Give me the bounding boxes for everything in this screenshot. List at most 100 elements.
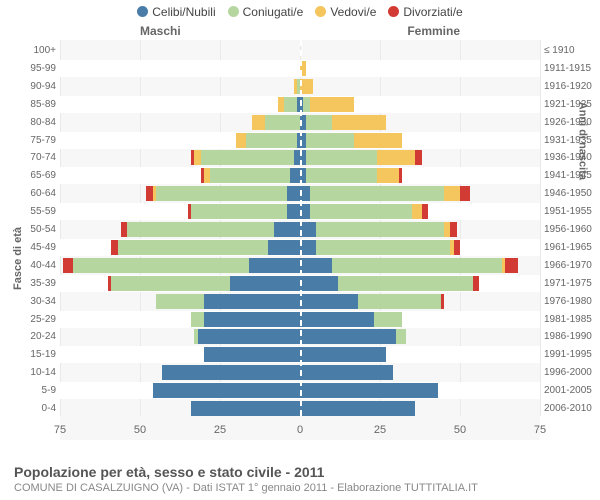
plot-area bbox=[60, 40, 540, 440]
male-bar bbox=[236, 133, 300, 148]
legend-swatch bbox=[228, 6, 239, 17]
bar-segment bbox=[210, 168, 290, 183]
population-pyramid-chart: Celibi/Nubili Coniugati/e Vedovi/e Divorzia… bbox=[0, 0, 600, 500]
age-label: 75-79 bbox=[16, 132, 56, 149]
female-bar bbox=[300, 222, 457, 237]
male-bar bbox=[278, 97, 300, 112]
female-bar bbox=[300, 276, 479, 291]
birth-year-label: 1926-1930 bbox=[544, 114, 592, 131]
x-tick-label: 0 bbox=[297, 424, 303, 436]
age-label: 20-24 bbox=[16, 328, 56, 345]
bar-segment bbox=[198, 329, 300, 344]
x-tick-label: 75 bbox=[54, 424, 66, 436]
male-bar bbox=[111, 240, 300, 255]
age-label: 65-69 bbox=[16, 167, 56, 184]
legend-swatch bbox=[388, 6, 399, 17]
bar-segment bbox=[310, 204, 412, 219]
age-label: 70-74 bbox=[16, 149, 56, 166]
bar-segment bbox=[300, 329, 396, 344]
bar-segment bbox=[300, 383, 438, 398]
bar-segment bbox=[204, 312, 300, 327]
bar-segment bbox=[287, 204, 300, 219]
male-bar bbox=[188, 204, 300, 219]
age-label: 95-99 bbox=[16, 60, 56, 77]
age-label: 40-44 bbox=[16, 257, 56, 274]
male-bar bbox=[63, 258, 300, 273]
bar-segment bbox=[204, 294, 300, 309]
male-bar bbox=[108, 276, 300, 291]
age-label: 100+ bbox=[16, 42, 56, 59]
legend: Celibi/Nubili Coniugati/e Vedovi/e Divorzia… bbox=[0, 4, 600, 19]
birth-year-label: 1916-1920 bbox=[544, 78, 592, 95]
bar-segment bbox=[354, 133, 402, 148]
bar-segment bbox=[306, 168, 376, 183]
female-bar bbox=[300, 186, 470, 201]
age-label: 50-54 bbox=[16, 221, 56, 238]
birth-year-label: 1991-1995 bbox=[544, 346, 592, 363]
bar-segment bbox=[268, 240, 300, 255]
male-title: Maschi bbox=[140, 24, 181, 38]
female-bar bbox=[300, 365, 393, 380]
male-bar bbox=[162, 365, 300, 380]
bar-segment bbox=[422, 204, 428, 219]
bar-segment bbox=[191, 312, 204, 327]
legend-item: Celibi/Nubili bbox=[137, 4, 215, 19]
male-bar bbox=[156, 294, 300, 309]
birth-year-label: 1936-1940 bbox=[544, 149, 592, 166]
bar-segment bbox=[284, 97, 297, 112]
birth-year-label: 1996-2000 bbox=[544, 364, 592, 381]
female-bar bbox=[300, 133, 402, 148]
birth-year-label: 1946-1950 bbox=[544, 185, 592, 202]
bar-segment bbox=[306, 133, 354, 148]
age-label: 10-14 bbox=[16, 364, 56, 381]
bar-segment bbox=[156, 186, 287, 201]
birth-year-label: 1941-1945 bbox=[544, 167, 592, 184]
legend-item: Coniugati/e bbox=[228, 4, 304, 19]
male-bar bbox=[191, 150, 300, 165]
bar-segment bbox=[300, 276, 338, 291]
female-bar bbox=[300, 347, 386, 362]
bar-segment bbox=[505, 258, 518, 273]
age-label: 90-94 bbox=[16, 78, 56, 95]
female-bar bbox=[300, 204, 428, 219]
male-bar bbox=[204, 347, 300, 362]
female-bar bbox=[300, 150, 422, 165]
bar-segment bbox=[316, 222, 444, 237]
bar-segment bbox=[290, 168, 300, 183]
legend-label: Divorziati/e bbox=[403, 5, 462, 19]
birth-year-label: 1976-1980 bbox=[544, 293, 592, 310]
bar-segment bbox=[444, 186, 460, 201]
bar-segment bbox=[412, 204, 422, 219]
birth-year-label: 1931-1935 bbox=[544, 132, 592, 149]
x-tick-label: 25 bbox=[374, 424, 386, 436]
bar-segment bbox=[300, 258, 332, 273]
bar-segment bbox=[306, 115, 332, 130]
bar-segment bbox=[274, 222, 300, 237]
bar-segment bbox=[204, 347, 300, 362]
age-label: 85-89 bbox=[16, 96, 56, 113]
legend-item: Vedovi/e bbox=[315, 4, 376, 19]
x-tick-label: 50 bbox=[134, 424, 146, 436]
age-label: 25-29 bbox=[16, 311, 56, 328]
bar-segment bbox=[300, 312, 374, 327]
bar-segment bbox=[377, 168, 399, 183]
bar-segment bbox=[246, 133, 297, 148]
legend-label: Coniugati/e bbox=[243, 5, 304, 19]
bar-segment bbox=[441, 294, 444, 309]
bar-segment bbox=[265, 115, 300, 130]
birth-year-label: 1956-1960 bbox=[544, 221, 592, 238]
bar-segment bbox=[153, 383, 300, 398]
age-label: 15-19 bbox=[16, 346, 56, 363]
bar-segment bbox=[332, 258, 502, 273]
bar-segment bbox=[306, 150, 376, 165]
bar-segment bbox=[396, 329, 406, 344]
birth-year-label: 1921-1925 bbox=[544, 96, 592, 113]
legend-label: Vedovi/e bbox=[330, 5, 376, 19]
birth-year-label: 1981-1985 bbox=[544, 311, 592, 328]
male-bar bbox=[191, 401, 300, 416]
female-bar bbox=[300, 329, 406, 344]
bar-segment bbox=[300, 240, 316, 255]
age-label: 0-4 bbox=[16, 400, 56, 417]
bar-segment bbox=[118, 240, 268, 255]
chart-subtitle: COMUNE DI CASALZUIGNO (VA) - Dati ISTAT … bbox=[14, 482, 586, 494]
